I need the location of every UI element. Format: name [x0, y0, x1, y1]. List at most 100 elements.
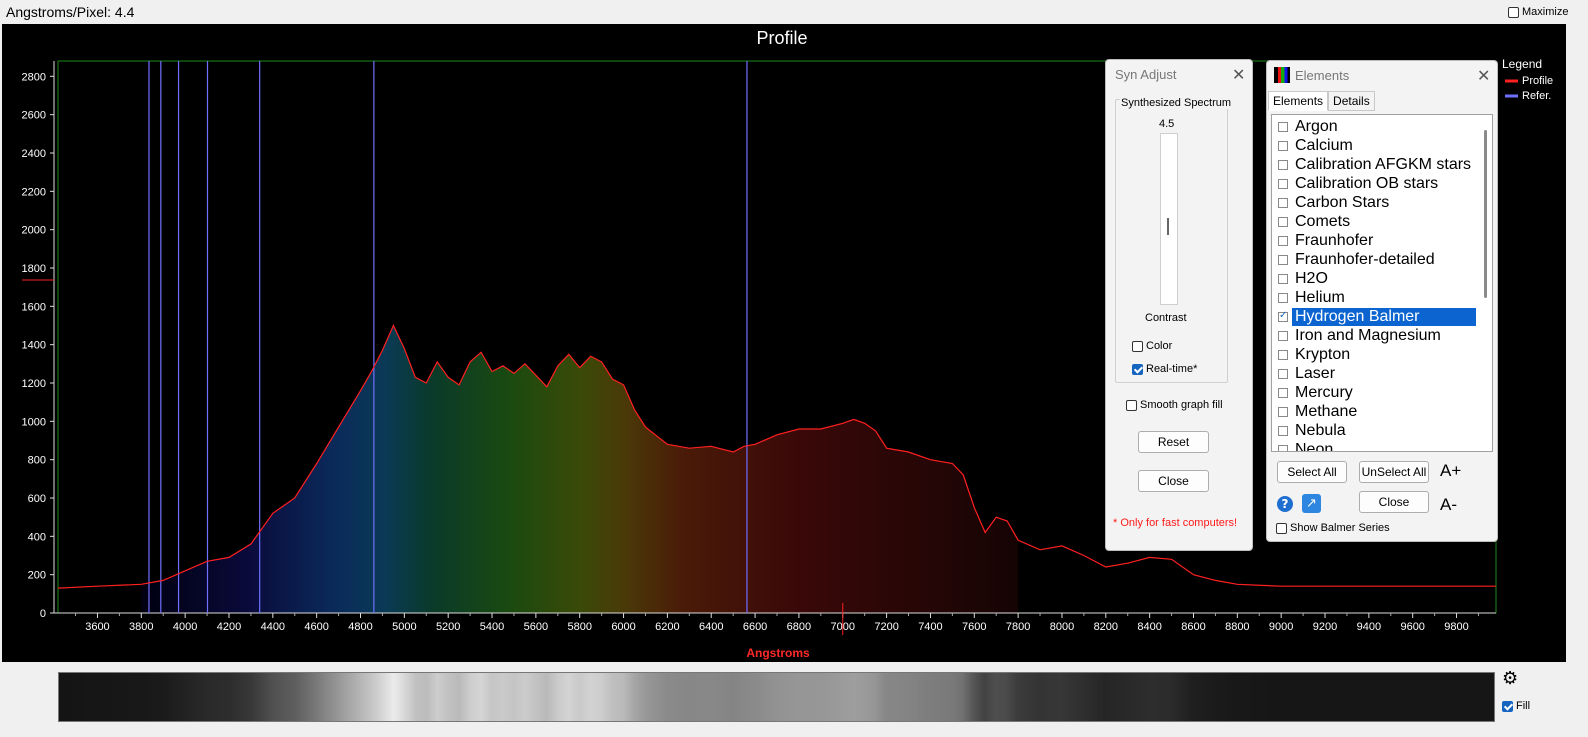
select-all-button[interactable]: Select All: [1277, 461, 1347, 483]
list-item-checkbox[interactable]: [1278, 444, 1288, 451]
maximize-label: Maximize: [1522, 6, 1569, 18]
list-item[interactable]: Calcium: [1272, 136, 1477, 155]
list-item[interactable]: Nebula: [1272, 421, 1477, 440]
list-item-selected[interactable]: Hydrogen Balmer: [1272, 307, 1477, 326]
tab-details[interactable]: Details: [1328, 91, 1375, 111]
y-tick-label: 2400: [22, 148, 46, 160]
list-item-checkbox[interactable]: [1278, 178, 1288, 189]
legend-profile-label: Profile: [1522, 75, 1553, 87]
list-item[interactable]: H2O: [1272, 269, 1477, 288]
list-item-checkbox[interactable]: [1278, 387, 1288, 398]
list-item-checkbox[interactable]: [1278, 292, 1288, 303]
x-axis-label: Angstroms: [746, 646, 810, 660]
list-item-checkbox[interactable]: [1278, 235, 1288, 246]
list-item-checkbox[interactable]: [1278, 406, 1288, 417]
list-item[interactable]: Calibration OB stars: [1272, 174, 1477, 193]
x-tick-label: 5000: [392, 621, 416, 633]
list-item[interactable]: Methane: [1272, 402, 1477, 421]
font-increase-button[interactable]: A+: [1440, 461, 1462, 480]
y-tick-label: 0: [40, 608, 46, 620]
list-item[interactable]: Carbon Stars: [1272, 193, 1477, 212]
list-item-checkbox[interactable]: [1278, 368, 1288, 379]
list-item-checkbox[interactable]: [1278, 273, 1288, 284]
color-toggle[interactable]: Color: [1132, 340, 1172, 352]
x-tick-label: 4000: [173, 621, 197, 633]
fill-checkbox[interactable]: [1502, 700, 1513, 712]
realtime-checkbox[interactable]: [1132, 363, 1143, 375]
maximize-checkbox[interactable]: [1508, 6, 1519, 18]
x-tick-label: 7800: [1006, 621, 1030, 633]
list-item[interactable]: Fraunhofer-detailed: [1272, 250, 1477, 269]
list-item-checkbox[interactable]: [1278, 330, 1288, 341]
contrast-slider[interactable]: [1160, 133, 1178, 305]
realtime-toggle[interactable]: Real-time*: [1132, 363, 1197, 375]
angstroms-per-pixel: Angstroms/Pixel: 4.4: [6, 4, 135, 20]
syn-adjust-title: Syn Adjust: [1115, 67, 1177, 82]
list-item[interactable]: Helium: [1272, 288, 1477, 307]
list-item-checkbox[interactable]: [1278, 349, 1288, 360]
list-item-checkbox[interactable]: [1278, 197, 1288, 208]
smooth-fill-toggle[interactable]: Smooth graph fill: [1126, 399, 1223, 411]
link-arrow-icon[interactable]: ↗: [1302, 494, 1321, 513]
x-tick-label: 5400: [480, 621, 504, 633]
smooth-fill-label: Smooth graph fill: [1140, 399, 1223, 411]
list-item[interactable]: Mercury: [1272, 383, 1477, 402]
y-tick-label: 2800: [22, 71, 46, 83]
x-tick-label: 9200: [1313, 621, 1337, 633]
list-item[interactable]: Calibration AFGKM stars: [1272, 155, 1477, 174]
y-tick-label: 1000: [22, 416, 46, 428]
y-tick-label: 2600: [22, 110, 46, 122]
list-item[interactable]: Krypton: [1272, 345, 1477, 364]
list-item[interactable]: Fraunhofer: [1272, 231, 1477, 250]
x-tick-label: 4800: [348, 621, 372, 633]
show-balmer-checkbox[interactable]: [1276, 522, 1287, 534]
font-decrease-button[interactable]: A-: [1440, 495, 1457, 514]
list-item[interactable]: Comets: [1272, 212, 1477, 231]
elements-close-button[interactable]: Close: [1359, 491, 1429, 513]
maximize-toggle[interactable]: Maximize: [1508, 6, 1568, 18]
reset-button[interactable]: Reset: [1138, 431, 1209, 453]
show-balmer-toggle[interactable]: Show Balmer Series: [1276, 522, 1390, 534]
smooth-fill-checkbox[interactable]: [1126, 399, 1137, 411]
list-item[interactable]: Laser: [1272, 364, 1477, 383]
y-tick-label: 1200: [22, 378, 46, 390]
elements-list[interactable]: Argon Calcium Calibration AFGKM stars Ca…: [1271, 114, 1493, 452]
help-icon[interactable]: ?: [1277, 496, 1293, 512]
unselect-all-button[interactable]: UnSelect All: [1359, 461, 1429, 483]
x-tick-label: 6600: [743, 621, 767, 633]
contrast-slider-thumb[interactable]: [1167, 218, 1169, 235]
list-item-checkbox[interactable]: [1278, 140, 1288, 151]
list-item-checkbox[interactable]: [1278, 216, 1288, 227]
elements-scrollbar[interactable]: [1484, 130, 1487, 298]
tab-elements[interactable]: Elements: [1268, 91, 1329, 111]
x-tick-label: 7200: [874, 621, 898, 633]
x-tick-label: 4200: [217, 621, 241, 633]
list-item[interactable]: Iron and Magnesium: [1272, 326, 1477, 345]
gear-icon[interactable]: ⚙: [1502, 668, 1519, 689]
syn-adjust-panel: Syn Adjust ✕: [1105, 59, 1253, 551]
syn-close-button[interactable]: Close: [1138, 470, 1209, 492]
list-item-checkbox[interactable]: [1278, 121, 1288, 132]
x-tick-label: 6200: [655, 621, 679, 633]
elements-app-icon: [1274, 67, 1290, 83]
x-tick-label: 5200: [436, 621, 460, 633]
list-item-checkbox[interactable]: [1278, 425, 1288, 436]
y-tick-label: 1800: [22, 263, 46, 275]
chart-title: Profile: [756, 28, 807, 48]
y-tick-label: 1400: [22, 340, 46, 352]
x-tick-label: 9000: [1269, 621, 1293, 633]
show-balmer-label: Show Balmer Series: [1290, 522, 1390, 534]
list-item-checkbox[interactable]: [1278, 310, 1288, 322]
contrast-value: 4.5: [1159, 118, 1175, 130]
list-item-checkbox[interactable]: [1278, 254, 1288, 265]
syn-adjust-close-icon[interactable]: ✕: [1232, 65, 1246, 84]
elements-close-icon[interactable]: ✕: [1477, 66, 1491, 85]
x-tick-label: 9600: [1400, 621, 1424, 633]
list-item-checkbox[interactable]: [1278, 159, 1288, 170]
color-checkbox[interactable]: [1132, 340, 1143, 352]
list-item[interactable]: Neon: [1272, 440, 1477, 451]
list-item[interactable]: Argon: [1272, 117, 1477, 136]
x-tick-label: 6400: [699, 621, 723, 633]
fill-toggle[interactable]: Fill: [1502, 700, 1530, 712]
realtime-label: Real-time*: [1146, 363, 1198, 375]
